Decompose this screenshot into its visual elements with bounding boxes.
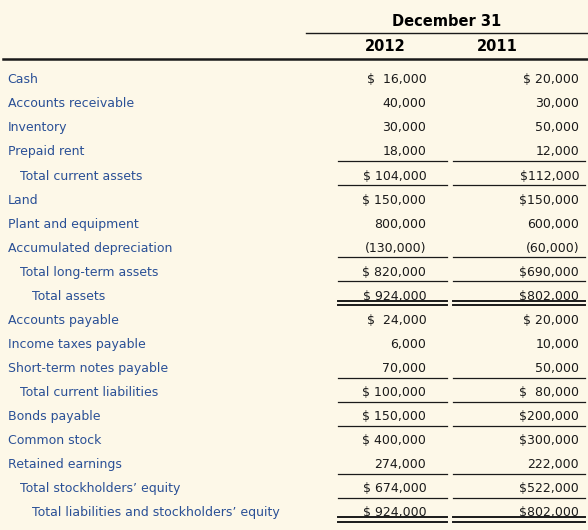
Text: $ 820,000: $ 820,000	[362, 266, 426, 279]
Text: $ 20,000: $ 20,000	[523, 73, 579, 86]
Text: $200,000: $200,000	[519, 410, 579, 423]
Text: 2011: 2011	[476, 39, 517, 54]
Text: Inventory: Inventory	[8, 121, 67, 135]
Text: $ 20,000: $ 20,000	[523, 314, 579, 327]
Text: $ 150,000: $ 150,000	[362, 193, 426, 207]
Text: $  16,000: $ 16,000	[366, 73, 426, 86]
Text: 2012: 2012	[365, 39, 406, 54]
Text: 18,000: 18,000	[382, 146, 426, 158]
Text: $300,000: $300,000	[519, 434, 579, 447]
Text: 6,000: 6,000	[390, 338, 426, 351]
Text: 30,000: 30,000	[382, 121, 426, 135]
Text: 70,000: 70,000	[382, 362, 426, 375]
Text: Income taxes payable: Income taxes payable	[8, 338, 145, 351]
Text: Retained earnings: Retained earnings	[8, 458, 122, 471]
Text: Short-term notes payable: Short-term notes payable	[8, 362, 168, 375]
Text: Total long-term assets: Total long-term assets	[8, 266, 158, 279]
Text: Cash: Cash	[8, 73, 39, 86]
Text: $ 924,000: $ 924,000	[363, 506, 426, 519]
Text: $150,000: $150,000	[519, 193, 579, 207]
Text: $ 400,000: $ 400,000	[362, 434, 426, 447]
Text: 30,000: 30,000	[535, 98, 579, 110]
Text: Total current assets: Total current assets	[8, 170, 142, 182]
Text: Total stockholders’ equity: Total stockholders’ equity	[8, 482, 180, 495]
Text: $802,000: $802,000	[519, 506, 579, 519]
Text: 50,000: 50,000	[535, 121, 579, 135]
Text: $ 924,000: $ 924,000	[363, 290, 426, 303]
Text: Land: Land	[8, 193, 38, 207]
Text: Prepaid rent: Prepaid rent	[8, 146, 84, 158]
Text: 12,000: 12,000	[536, 146, 579, 158]
Text: (60,000): (60,000)	[526, 242, 579, 255]
Text: 222,000: 222,000	[527, 458, 579, 471]
Text: 40,000: 40,000	[382, 98, 426, 110]
Text: $ 674,000: $ 674,000	[363, 482, 426, 495]
Text: $112,000: $112,000	[520, 170, 579, 182]
Text: 800,000: 800,000	[375, 218, 426, 231]
Text: 600,000: 600,000	[527, 218, 579, 231]
Text: 274,000: 274,000	[375, 458, 426, 471]
Text: $  24,000: $ 24,000	[366, 314, 426, 327]
Text: $ 100,000: $ 100,000	[362, 386, 426, 399]
Text: 10,000: 10,000	[535, 338, 579, 351]
Text: $522,000: $522,000	[519, 482, 579, 495]
Text: December 31: December 31	[392, 14, 502, 29]
Text: Accounts receivable: Accounts receivable	[8, 98, 133, 110]
Text: 50,000: 50,000	[535, 362, 579, 375]
Text: Total current liabilities: Total current liabilities	[8, 386, 158, 399]
Text: $  80,000: $ 80,000	[519, 386, 579, 399]
Text: $690,000: $690,000	[519, 266, 579, 279]
Text: Total liabilities and stockholders’ equity: Total liabilities and stockholders’ equi…	[8, 506, 279, 519]
Text: $ 150,000: $ 150,000	[362, 410, 426, 423]
Text: (130,000): (130,000)	[365, 242, 426, 255]
Text: Common stock: Common stock	[8, 434, 101, 447]
Text: Plant and equipment: Plant and equipment	[8, 218, 138, 231]
Text: $802,000: $802,000	[519, 290, 579, 303]
Text: $ 104,000: $ 104,000	[363, 170, 426, 182]
Text: Accounts payable: Accounts payable	[8, 314, 119, 327]
Text: Bonds payable: Bonds payable	[8, 410, 100, 423]
Text: Total assets: Total assets	[8, 290, 105, 303]
Text: Accumulated depreciation: Accumulated depreciation	[8, 242, 172, 255]
